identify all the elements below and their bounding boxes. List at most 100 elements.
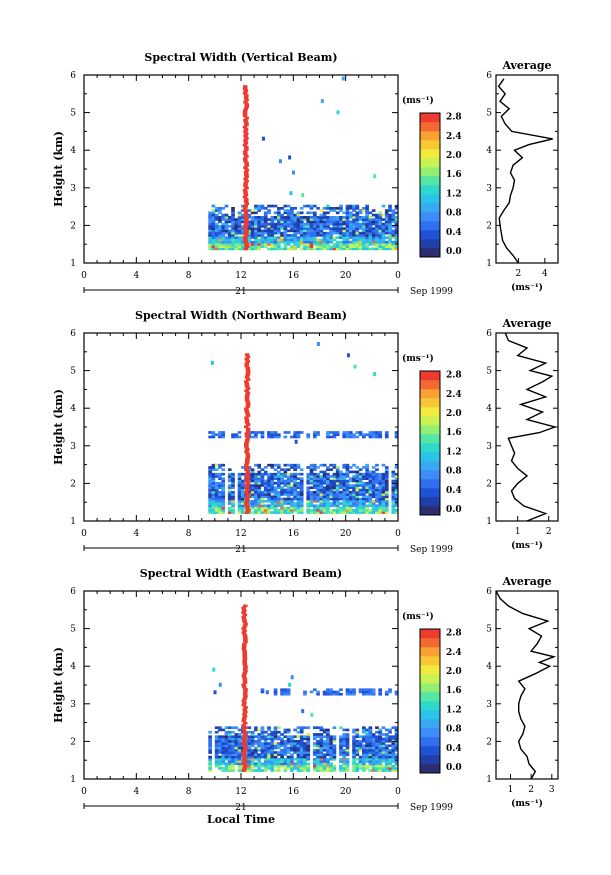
heatmap-cell [243,688,248,691]
heatmap-cell [384,751,389,754]
heatmap-cell [211,222,216,226]
colorbar: (ms⁻¹)0.00.40.81.21.62.02.42.8 [402,611,462,774]
heatmap-cell [273,472,278,476]
heatmap-cell [237,751,242,754]
heatmap-cell [234,742,239,745]
heatmap-cell [355,739,360,743]
heatmap-cell [270,769,275,772]
y-tick-label: 6 [70,71,76,81]
heatmap-cell [241,618,247,621]
heatmap-cell [260,220,265,224]
heatmap-cell [286,229,291,233]
heatmap-cell [263,240,268,244]
heatmap-cell [296,236,301,239]
heatmap-cell [326,240,330,244]
heatmap-cell [257,231,262,235]
heatmap-cell [365,760,369,763]
heatmap-cell [227,751,232,754]
heatmap-cell [358,234,363,237]
heatmap-cell [326,236,330,239]
colorbar-swatch [420,407,440,417]
heatmap-cell [306,218,311,221]
heatmap-cell [394,728,399,732]
heatmap-cell [231,227,235,230]
heatmap-cell [293,766,298,770]
heatmap-cell [273,211,278,215]
heatmap-cell [378,222,383,226]
heatmap-cell [358,243,363,246]
heatmap-cell [394,746,399,750]
heatmap-cell [339,245,343,248]
heatmap-cell [394,755,399,759]
heatmap-cell [290,466,294,469]
heatmap-cell [218,757,222,761]
heatmap-cell [299,218,304,221]
heatmap-cell [394,744,399,748]
heatmap-cell [348,688,353,692]
heatmap-cell [375,220,379,224]
heatmap-cell [384,755,389,759]
heatmap-cell [381,218,386,221]
heatmap-cell [312,247,317,251]
heatmap-cell [244,407,249,411]
heatmap-cell [378,234,383,237]
heatmap-cell [293,238,298,242]
heatmap-cell [329,435,333,439]
heatmap-cell [306,225,311,228]
heatmap-cell [280,737,284,741]
heatmap-cell [244,450,249,453]
heatmap-cell [293,488,298,492]
heatmap-cell [241,495,245,499]
heatmap-cell [241,699,247,702]
heatmap-cell [306,504,311,508]
heatmap-cell [322,213,327,217]
heatmap-cell [339,481,343,485]
heatmap-cell [280,225,284,228]
heatmap-cell [257,502,262,505]
heatmap-cell [299,477,304,481]
heatmap-cell [348,431,353,434]
heatmap-cell [250,247,255,251]
heatmap-cell [371,493,376,496]
heatmap-cell [362,484,366,487]
heatmap-cell [329,209,333,212]
heatmap-cell [362,227,366,230]
heatmap-cell [375,504,379,508]
heatmap-cell [339,497,343,501]
heatmap-cell [355,728,360,732]
heatmap-cell [322,497,327,501]
heatmap-cell [273,742,278,745]
heatmap-cell [283,735,288,739]
heatmap-cell [303,227,307,230]
heatmap-cell [326,247,330,251]
heatmap-cell [257,757,262,761]
heatmap-cell [234,737,239,741]
heatmap-cell [332,220,337,224]
heatmap-cell [227,472,232,476]
heatmap-cell [257,472,262,476]
heatmap-cell [355,506,360,510]
heatmap-cell [267,433,271,437]
heatmap-cell [378,477,383,481]
heatmap-cell [362,234,366,237]
heatmap-cell [375,488,379,492]
heatmap-cell [231,479,235,483]
heatmap-cell [339,760,343,763]
heatmap-cell [290,240,294,244]
heatmap-cell [384,502,389,505]
colorbar-swatch [420,389,440,399]
heatmap-cell [378,737,383,741]
avg-x-tick-label: 2 [528,785,534,795]
heatmap-cell [326,245,330,248]
colorbar-swatch [420,506,440,516]
heatmap-cell [257,755,262,759]
heatmap-cell [322,742,327,745]
heatmap-cell [365,728,369,732]
heatmap-cell [280,751,284,754]
heatmap-cell [283,742,288,745]
heatmap-cell [243,247,249,251]
heatmap-cell [339,508,343,512]
heatmap-cell [378,227,383,230]
heatmap-cell [231,477,235,481]
colorbar-tick-label: 1.2 [446,189,462,199]
